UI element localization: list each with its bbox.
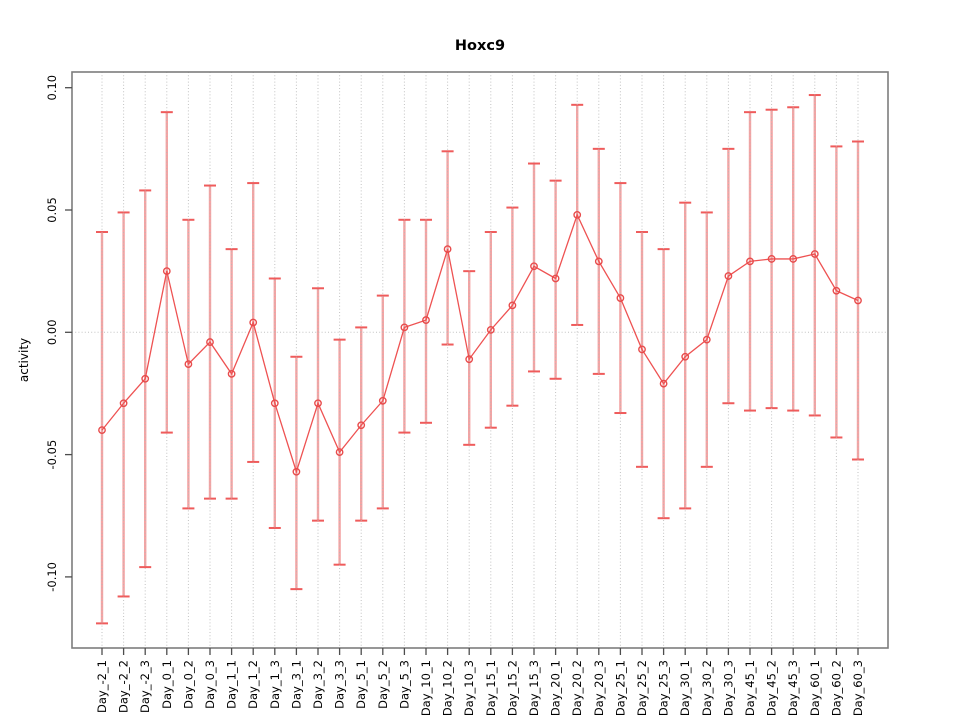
x-tick-label: Day_60_3 [851,660,865,716]
x-tick-label: Day_30_3 [721,660,735,716]
y-tick-label: 0.10 [45,75,59,101]
x-tick-label: Day_-2_2 [117,660,131,713]
x-tick-label: Day_0_2 [181,660,195,709]
data-point [702,335,711,344]
data-point [98,426,106,435]
x-tick-label: Day_25_3 [657,660,671,716]
data-point [746,257,754,266]
y-axis-label: activity [17,338,31,382]
data-point [681,352,690,361]
data-point [832,286,841,295]
x-tick-label: Day_15_2 [505,660,519,716]
x-tick-label: Day_3_3 [333,660,347,709]
x-tick-label: Day_10_2 [441,660,455,716]
x-tick-label: Day_45_3 [786,660,800,716]
x-tick-label: Day_1_1 [225,660,239,709]
data-point [789,255,798,263]
x-tick-label: Day_30_2 [700,660,714,716]
x-tick-label: Day_30_1 [678,660,692,716]
x-tick-label: Day_-2_3 [138,660,152,713]
data-point [573,210,582,219]
data-point [443,245,452,254]
data-point [292,467,301,476]
data-point [465,355,474,364]
data-point [141,374,150,383]
data-point [422,316,430,324]
data-point [508,301,517,310]
y-tick-label: 0.00 [45,319,59,345]
x-tick-label: Day_1_2 [246,660,260,709]
x-tick-label: Day_25_1 [613,660,627,716]
x-tick-label: Day_20_1 [549,660,563,716]
x-tick-label: Day_5_1 [354,660,368,709]
x-tick-label: Day_1_3 [268,660,282,709]
x-tick-label: Day_60_1 [808,660,822,716]
data-point [119,399,128,408]
x-tick-label: Day_3_2 [311,660,325,709]
data-point [659,379,668,388]
data-point [314,399,322,408]
y-tick-label: -0.05 [45,440,59,470]
y-tick-label: -0.10 [45,562,59,592]
series-line [101,213,859,474]
data-point [854,296,862,305]
data-point [378,396,387,405]
data-point [486,325,495,334]
x-tick-label: Day_10_1 [419,660,433,716]
data-point [162,267,171,276]
data-point [594,257,603,266]
x-tick-label: Day_45_1 [743,660,757,716]
x-tick-label: Day_5_3 [397,660,411,709]
data-point [357,421,366,430]
x-tick-label: Day_20_2 [570,660,584,716]
data-point [551,274,560,283]
chart-layer: -0.10 -0.05 0.00 0.05 0.10 Day_-2_1 Day_-2_2 Da… [45,71,889,716]
data-point [249,318,258,327]
x-tick-label: Day_3_1 [289,660,303,709]
data-point [400,323,409,332]
x-tick-label: Day_15_3 [527,660,541,716]
x-tick-label: Day_45_2 [765,660,779,716]
x-tick-label: Day_10_3 [462,660,476,716]
data-point [616,294,625,302]
data-point [206,338,214,346]
chart-title: Hoxc9 [455,38,505,54]
x-tick-label: Day_5_2 [376,660,390,709]
plot-border [71,71,889,649]
data-point [767,255,776,263]
x-tick-label: Day_0_1 [160,660,174,709]
data-point [227,369,236,378]
data-point [530,262,538,271]
x-tick-label: Day_60_2 [829,660,843,716]
x-tick-label: Day_0_3 [203,660,217,709]
data-point [184,360,193,368]
data-point [810,250,819,258]
x-tick-label: Day_15_1 [484,660,498,716]
data-point [724,272,733,280]
x-tick-label: Day_25_2 [635,660,649,716]
data-point [270,399,279,408]
x-tick-label: Day_20_3 [592,660,606,716]
y-tick-label: 0.05 [45,197,59,223]
data-point [638,345,646,354]
data-point [335,448,344,457]
x-tick-label: Day_-2_1 [95,660,109,713]
